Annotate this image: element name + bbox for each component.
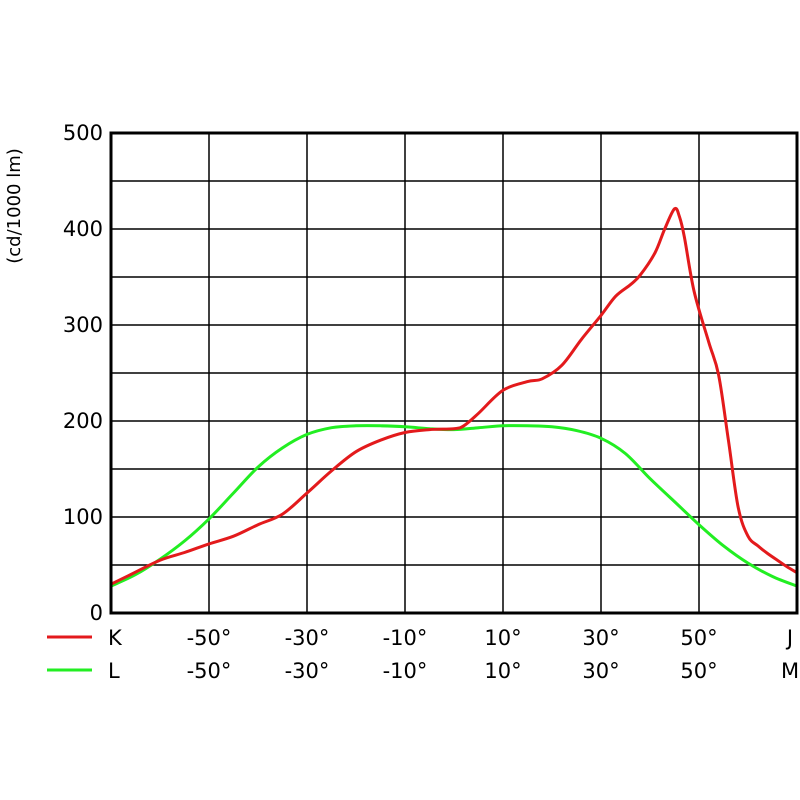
plot-frame xyxy=(109,131,799,615)
x-tick-label: 10° xyxy=(484,659,521,683)
y-tick-label: 0 xyxy=(90,601,103,625)
x-tick-labels: -50° -30° -10° 10° 30° 50° J -50° -30° -10° 10° 30°… xyxy=(187,626,799,683)
y-tick-label: 200 xyxy=(63,409,103,433)
series-layer xyxy=(110,206,798,588)
y-tick-label: 300 xyxy=(63,313,103,337)
legend-label-L: L xyxy=(108,659,120,683)
x-axis-end-label: J xyxy=(785,626,793,650)
y-tick-label: 100 xyxy=(63,505,103,529)
x-tick-label: 30° xyxy=(582,626,619,650)
y-axis-label: (cd/1000 lm) xyxy=(4,148,25,264)
y-tick-label: 400 xyxy=(63,217,103,241)
x-tick-label: 10° xyxy=(484,626,521,650)
legend: KL xyxy=(47,626,123,683)
x-tick-label: -50° xyxy=(187,659,232,683)
series-line-K xyxy=(110,206,798,586)
y-tick-label: 500 xyxy=(63,121,103,145)
x-tick-label: 50° xyxy=(680,659,717,683)
x-tick-label: -30° xyxy=(285,659,330,683)
series-line-L xyxy=(110,424,798,588)
y-tick-labels: 0 100 200 300 400 500 xyxy=(63,121,103,625)
legend-label-K: K xyxy=(108,626,123,650)
x-tick-label: -50° xyxy=(187,626,232,650)
x-tick-label: 50° xyxy=(680,626,717,650)
grid-lines xyxy=(111,133,797,613)
x-tick-label: -10° xyxy=(383,659,428,683)
x-tick-label: 30° xyxy=(582,659,619,683)
x-axis-end-label: M xyxy=(781,659,799,683)
x-tick-label: -10° xyxy=(383,626,428,650)
x-tick-label: -30° xyxy=(285,626,330,650)
